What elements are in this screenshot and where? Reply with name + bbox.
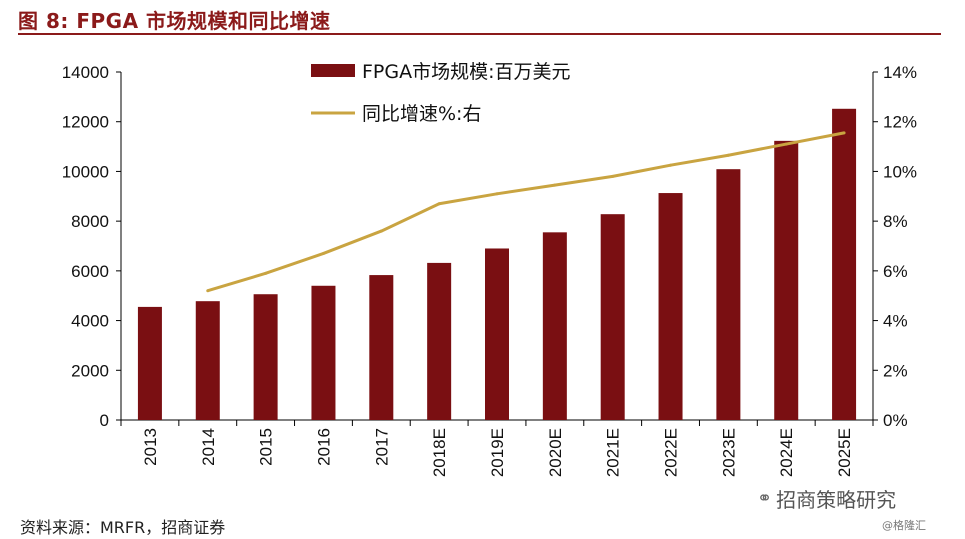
right-tick-label: 14% (883, 63, 917, 82)
left-tick-label: 10000 (62, 162, 109, 181)
left-tick-label: 14000 (62, 63, 109, 82)
legend-bar-label: FPGA市场规模:百万美元 (362, 61, 571, 83)
bar (774, 140, 799, 420)
line-point (437, 202, 441, 206)
right-tick-label: 0% (883, 411, 908, 430)
x-tick-label: 2024E (777, 428, 796, 477)
x-tick-label: 2025E (835, 428, 854, 477)
line-point (553, 183, 557, 187)
x-tick-label: 2023E (719, 428, 738, 477)
growth-line (206, 131, 846, 293)
x-tick-label: 2021E (604, 428, 623, 477)
x-tick-label: 2014 (199, 428, 218, 466)
bar (600, 214, 625, 420)
line-point (784, 142, 788, 146)
line-point (495, 192, 499, 196)
right-tick-label: 12% (883, 113, 917, 132)
growth-line-path (207, 131, 845, 293)
x-tick-label: 2015 (257, 428, 276, 466)
legend: FPGA市场规模:百万美元 同比增速%:右 (311, 61, 571, 125)
x-tick-label: 2016 (314, 428, 333, 466)
left-tick-label: 8000 (71, 212, 109, 231)
x-tick-label: 2020E (546, 428, 565, 477)
right-tick-label: 10% (883, 162, 917, 181)
line-point (842, 131, 846, 135)
bar (311, 285, 336, 420)
left-tick-label: 4000 (71, 312, 109, 331)
x-tick-label: 2013 (141, 428, 160, 466)
source-note: 资料来源：MRFR，招商证券 (20, 518, 226, 537)
line-point (726, 153, 730, 157)
right-tick-label: 2% (883, 361, 908, 380)
line-point (206, 289, 210, 293)
bar (369, 275, 394, 420)
right-tick-label: 8% (883, 212, 908, 231)
bar (195, 301, 220, 420)
chart-title: 图 8: FPGA 市场规模和同比增速 (18, 9, 331, 33)
bar (832, 108, 857, 420)
x-tick-label: 2017 (372, 428, 391, 466)
wechat-icon: ⚭ (757, 488, 773, 509)
left-tick-label: 6000 (71, 262, 109, 281)
left-tick-label: 0 (100, 411, 109, 430)
line-point (611, 174, 615, 178)
line-point (669, 163, 673, 167)
watermark: ⚭ 招商策略研究 (757, 484, 896, 513)
x-tick-label: 2022E (662, 428, 681, 477)
legend-line-label: 同比增速%:右 (362, 103, 481, 125)
bar (542, 232, 567, 420)
line-point (321, 251, 325, 255)
watermark-text: 招商策略研究 (776, 488, 897, 512)
corner-mark: @格隆汇 (882, 519, 926, 532)
x-tick-label: 2019E (488, 428, 507, 477)
bar (253, 294, 278, 420)
bar (485, 248, 509, 420)
left-tick-label: 12000 (62, 113, 109, 132)
line-point (379, 229, 383, 233)
bar (658, 193, 683, 420)
bar (137, 306, 162, 420)
bar (427, 262, 452, 420)
right-tick-label: 4% (883, 312, 908, 331)
x-tick-label: 2018E (430, 428, 449, 477)
axes: 0 2000 4000 6000 8000 10000 12000 14000 0% 2% 4% 6%… (62, 63, 917, 477)
left-tick-label: 2000 (71, 361, 109, 380)
bar (716, 169, 741, 420)
right-tick-label: 6% (883, 262, 908, 281)
title-divider (18, 33, 941, 35)
legend-bar-swatch (311, 64, 355, 77)
bars (137, 108, 857, 420)
line-point (264, 271, 268, 275)
